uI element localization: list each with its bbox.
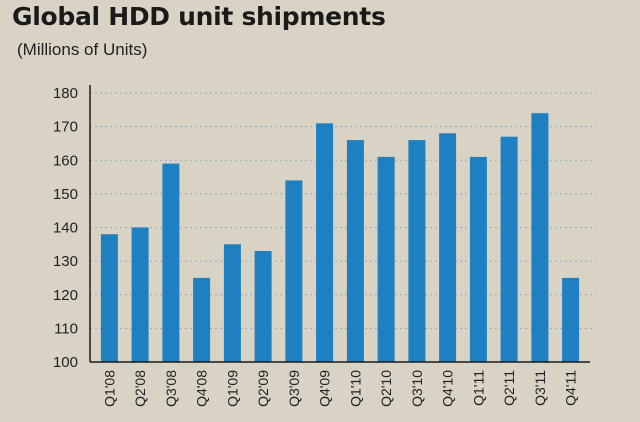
x-tick-label: Q4'08 (194, 370, 210, 407)
x-tick-label: Q4'11 (563, 370, 579, 406)
x-tick-label: Q2'08 (132, 370, 148, 407)
y-tick-label: 170 (53, 119, 78, 136)
bar (562, 277, 580, 362)
x-tick-label: Q4'09 (317, 370, 333, 407)
x-tick-label: Q1'11 (470, 370, 486, 406)
bars (100, 113, 580, 362)
y-tick-label: 110 (54, 320, 78, 337)
y-tick-label: 100 (53, 354, 78, 371)
axes (89, 85, 590, 363)
y-tick-label: 160 (53, 152, 78, 169)
x-tick-label: Q2'11 (501, 370, 517, 406)
bar (285, 180, 303, 362)
x-tick-label: Q2'09 (255, 370, 271, 407)
bar (162, 163, 180, 362)
x-tick-label: Q4'10 (440, 370, 456, 407)
bar (408, 140, 426, 362)
y-tick-label: 140 (53, 220, 78, 237)
x-tick-label: Q2'10 (378, 370, 394, 407)
bar (500, 136, 518, 362)
x-tick-label: Q3'08 (163, 370, 179, 407)
x-tick-label: Q1'08 (101, 370, 117, 407)
x-tick-label: Q3'10 (409, 370, 425, 407)
y-tick-label: 130 (53, 253, 78, 270)
bar (316, 123, 334, 362)
y-tick-label: 120 (53, 287, 78, 304)
bar (254, 251, 272, 362)
bar (439, 133, 457, 362)
bar (377, 156, 395, 362)
bar (223, 244, 241, 362)
bar (131, 227, 149, 362)
chart-title: Global HDD unit shipments (12, 2, 386, 31)
y-tick-labels: 100 110 120 130 140 150 160 170 180 (53, 85, 78, 371)
x-tick-label: Q1'10 (347, 370, 363, 407)
x-tick-label: Q3'11 (532, 370, 548, 406)
y-tick-label: 180 (53, 85, 78, 102)
bar (100, 234, 118, 362)
bar (531, 113, 549, 362)
x-tick-labels: Q1'08 Q2'08 Q3'08 Q4'08 Q1'09 Q2'09 Q3'09 Q4'09… (101, 370, 578, 407)
x-tick-label: Q3'09 (286, 370, 302, 407)
bar (346, 140, 364, 362)
bar (193, 277, 211, 362)
bar (469, 156, 487, 362)
chart-subtitle: (Millions of Units) (17, 40, 148, 59)
x-tick-label: Q1'09 (224, 370, 240, 407)
y-tick-label: 150 (53, 186, 78, 203)
